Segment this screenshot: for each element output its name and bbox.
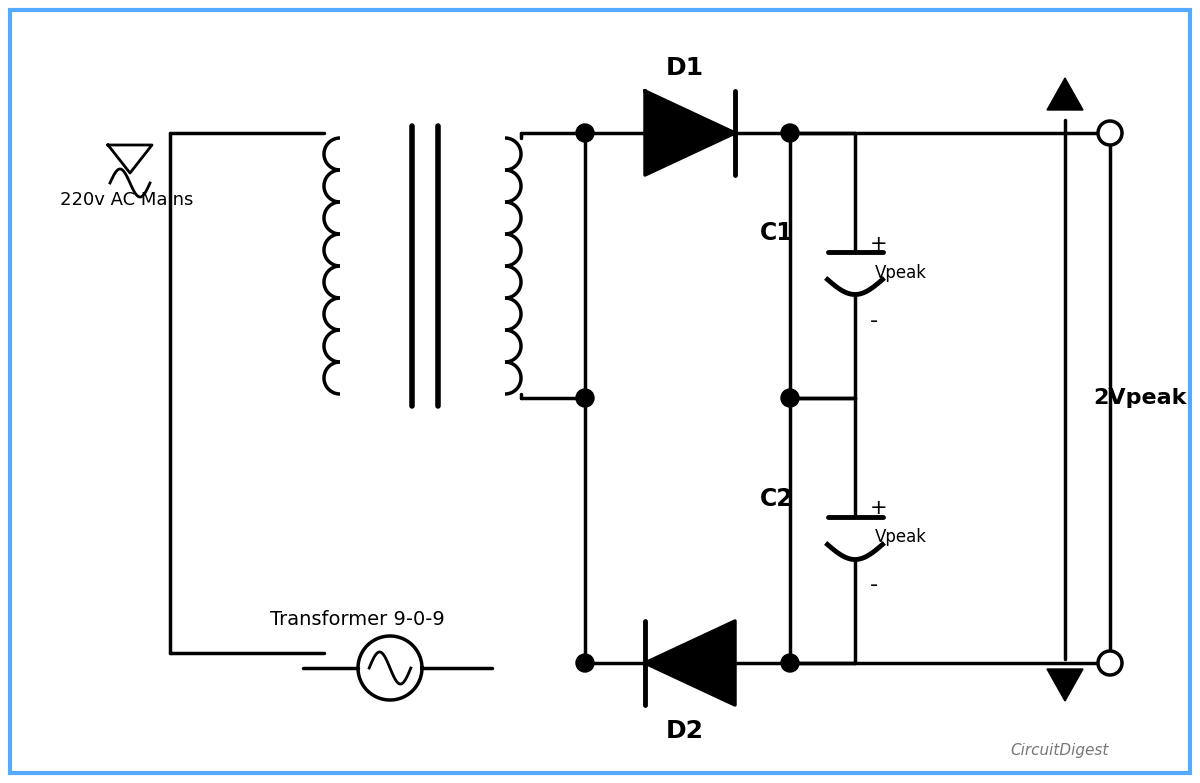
Text: +: + <box>870 233 888 254</box>
Polygon shape <box>646 91 734 175</box>
Text: 2Vpeak: 2Vpeak <box>1093 388 1187 408</box>
Text: Vpeak: Vpeak <box>875 264 928 282</box>
Text: -: - <box>870 311 878 330</box>
Circle shape <box>1098 121 1122 145</box>
Circle shape <box>576 124 594 142</box>
Text: 220v AC Mains: 220v AC Mains <box>60 191 193 209</box>
Text: C2: C2 <box>760 486 793 511</box>
Text: +: + <box>870 499 888 518</box>
Circle shape <box>576 389 594 407</box>
Polygon shape <box>1046 78 1084 110</box>
Text: Transformer 9-0-9: Transformer 9-0-9 <box>270 610 445 629</box>
Text: D1: D1 <box>666 56 704 80</box>
Polygon shape <box>646 621 734 705</box>
Text: C1: C1 <box>760 222 793 246</box>
Text: CircuitDigest: CircuitDigest <box>1010 743 1109 758</box>
Text: D2: D2 <box>666 719 704 743</box>
Circle shape <box>1098 651 1122 675</box>
Circle shape <box>781 654 799 672</box>
Text: -: - <box>870 576 878 596</box>
Text: Vpeak: Vpeak <box>875 529 928 547</box>
Circle shape <box>576 654 594 672</box>
Circle shape <box>781 389 799 407</box>
Circle shape <box>781 124 799 142</box>
Polygon shape <box>1046 669 1084 701</box>
